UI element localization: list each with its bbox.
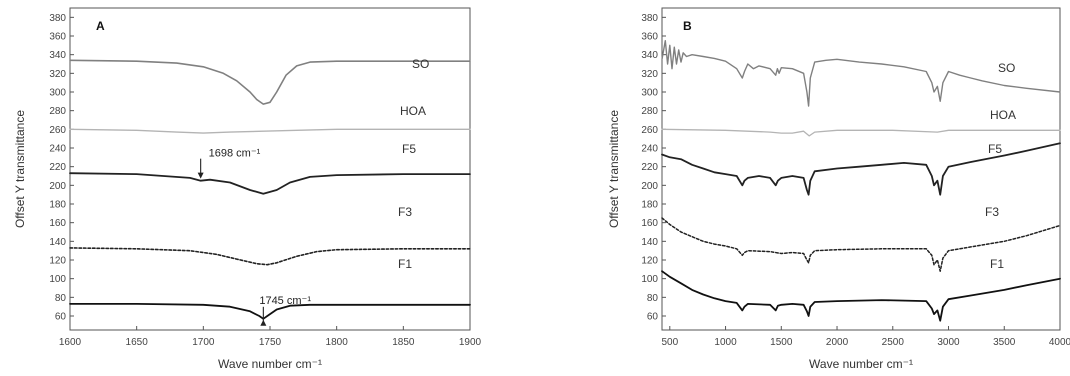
series-line-hoa [661, 128, 1061, 137]
series-label-so: SO [412, 57, 429, 71]
y-tick-label: 320 [49, 69, 66, 80]
series-line-f5 [661, 142, 1061, 196]
y-tick-label: 100 [49, 274, 66, 285]
y-tick-label: 360 [49, 32, 66, 43]
annotation-label: 1698 cm⁻¹ [209, 148, 261, 160]
y-tick-label: 60 [55, 312, 67, 323]
series-line-hoa [69, 128, 471, 134]
y-tick-label: 80 [55, 293, 67, 304]
x-tick-label: 1500 [770, 337, 793, 348]
y-tick-label: 220 [49, 162, 66, 173]
x-tick-label: 1700 [192, 337, 215, 348]
y-tick-label: 260 [641, 125, 658, 136]
y-tick-label: 380 [49, 13, 66, 24]
y-tick-label: 140 [49, 237, 66, 248]
y-tick-label: 220 [641, 162, 658, 173]
series-label-hoa: HOA [400, 104, 426, 118]
y-tick-label: 100 [641, 274, 658, 285]
x-tick-label: 1850 [392, 337, 415, 348]
y-tick-label: 300 [641, 88, 658, 99]
y-tick-label: 280 [49, 106, 66, 117]
y-axis-title-a: Offset Y transmittance [13, 110, 27, 228]
x-tick-label: 1800 [326, 337, 349, 348]
series-line-f1 [661, 270, 1061, 322]
series-line-f3 [69, 247, 471, 266]
y-tick-label: 80 [647, 293, 659, 304]
y-tick-label: 240 [49, 144, 66, 155]
plot-frame [661, 7, 1061, 331]
y-tick-label: 360 [641, 32, 658, 43]
x-tick-label: 1900 [459, 337, 482, 348]
series-label-f1: F1 [990, 257, 1004, 271]
x-tick-label: 1000 [714, 337, 737, 348]
series-label-f5: F5 [988, 142, 1002, 156]
y-tick-label: 180 [641, 200, 658, 211]
y-tick-label: 120 [49, 256, 66, 267]
y-tick-label: 60 [647, 312, 659, 323]
y-tick-label: 320 [641, 69, 658, 80]
y-tick-label: 160 [641, 218, 658, 229]
x-axis-title-b: Wave number cm⁻¹ [809, 357, 913, 371]
annotation-arrowhead [197, 172, 204, 179]
x-tick-label: 2500 [882, 337, 905, 348]
series-line-f1 [69, 303, 471, 320]
series-line-f5 [69, 172, 471, 195]
chart-panel-b: B Wave number cm⁻¹ Offset Y transmittanc… [607, 7, 1070, 371]
panel-label-a: A [96, 19, 105, 33]
series-label-f5: F5 [402, 142, 416, 156]
x-tick-label: 3500 [993, 337, 1016, 348]
series-line-so [661, 40, 1061, 107]
x-tick-label: 1600 [59, 337, 82, 348]
y-tick-label: 300 [49, 88, 66, 99]
series-label-f3: F3 [398, 205, 412, 219]
y-tick-label: 340 [49, 50, 66, 61]
x-tick-label: 3000 [937, 337, 960, 348]
y-tick-label: 340 [641, 50, 658, 61]
annotation-arrowhead [260, 319, 267, 326]
x-axis-title-a: Wave number cm⁻¹ [218, 357, 322, 371]
y-tick-label: 200 [49, 181, 66, 192]
y-tick-label: 200 [641, 181, 658, 192]
series-label-f1: F1 [398, 257, 412, 271]
series-line-f3 [661, 217, 1061, 272]
x-tick-label: 2000 [826, 337, 849, 348]
chart-panel-a: A Wave number cm⁻¹ Offset Y transmittanc… [13, 7, 482, 371]
y-tick-label: 180 [49, 200, 66, 211]
x-tick-label: 4000 [1049, 337, 1070, 348]
series-label-f3: F3 [985, 205, 999, 219]
y-tick-label: 380 [641, 13, 658, 24]
y-tick-label: 140 [641, 237, 658, 248]
y-axis-title-b: Offset Y transmittance [607, 110, 621, 228]
annotation-label: 1745 cm⁻¹ [259, 295, 311, 307]
series-label-so: SO [998, 61, 1015, 75]
series-label-hoa: HOA [990, 108, 1016, 122]
panel-label-b: B [683, 19, 692, 33]
x-tick-label: 1650 [126, 337, 149, 348]
x-tick-label: 1750 [259, 337, 282, 348]
x-tick-label: 500 [661, 337, 678, 348]
y-tick-label: 280 [641, 106, 658, 117]
y-tick-label: 260 [49, 125, 66, 136]
y-tick-label: 120 [641, 256, 658, 267]
series-line-so [69, 59, 471, 105]
y-tick-label: 160 [49, 218, 66, 229]
y-tick-label: 240 [641, 144, 658, 155]
plot-frame [69, 7, 471, 331]
